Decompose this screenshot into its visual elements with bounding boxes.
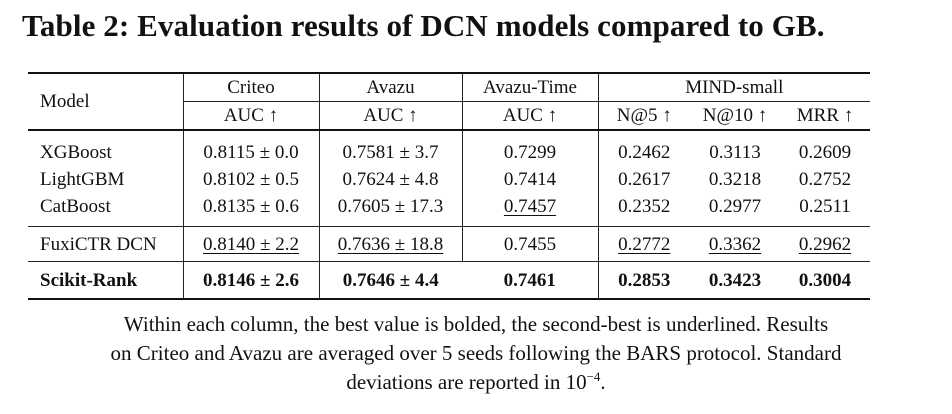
table-row: XGBoost 0.8115 ± 0.0 0.7581 ± 3.7 0.7299… xyxy=(28,130,870,166)
caption-line-1: Within each column, the best value is bo… xyxy=(123,312,829,336)
cell-n10: 0.3362 xyxy=(690,227,780,262)
cell-n5: 0.2462 xyxy=(597,130,690,166)
header-group-mind-small: MIND-small xyxy=(597,73,871,102)
caption-line-3-end: . xyxy=(600,370,606,394)
header-group-criteo: Criteo xyxy=(182,73,319,102)
row-model: XGBoost xyxy=(40,142,112,163)
caption-line-3-text: deviations are reported in 10 xyxy=(346,370,587,394)
cell-mrr: 0.2511 xyxy=(799,196,851,217)
cell-avazu: 0.7636 ± 18.8 xyxy=(318,226,462,262)
second-best-value: 0.8140 ± 2.2 xyxy=(203,233,299,255)
header-model: Model xyxy=(40,91,90,112)
cell-criteo: 0.8135 ± 0.6 xyxy=(182,193,319,227)
table-caption: Within each column, the best value is bo… xyxy=(0,310,952,397)
cell-avazu-time: 0.7414 xyxy=(461,166,598,193)
cell-mrr: 0.2752 xyxy=(798,169,852,190)
cell-criteo: 0.8102 ± 0.5 xyxy=(182,166,319,193)
table-row: LightGBM 0.8102 ± 0.5 0.7624 ± 4.8 0.741… xyxy=(28,166,870,193)
header-metric-criteo-auc: AUC ↑ xyxy=(182,101,319,130)
cell-avazu: 0.7605 ± 17.3 xyxy=(318,193,462,227)
second-best-value: 0.2772 xyxy=(618,233,671,255)
cell-criteo: 0.8115 ± 0.0 xyxy=(182,130,319,166)
header-metric-n10: N@10 ↑ xyxy=(690,101,780,130)
cell-avazu: 0.7646 ± 4.4 xyxy=(318,261,462,299)
cell-mrr: 0.3004 xyxy=(798,269,852,291)
cell-n5: 0.2617 xyxy=(597,166,690,193)
table-header-row-groups: Model Criteo Avazu Avazu-Time MIND-small xyxy=(28,73,871,112)
cell-mrr: 0.2962 xyxy=(780,227,870,262)
row-model: LightGBM xyxy=(40,169,125,190)
cell-n5: 0.2772 xyxy=(597,226,690,262)
caption-line-2: on Criteo and Avazu are averaged over 5 … xyxy=(110,341,842,365)
caption-exponent: −4 xyxy=(586,369,601,384)
cell-n10: 0.3113 xyxy=(709,142,761,163)
header-group-avazu-time: Avazu-Time xyxy=(461,73,598,102)
results-table-container: Model Criteo Avazu Avazu-Time MIND-small… xyxy=(28,72,871,300)
cell-mrr: 0.2609 xyxy=(798,142,852,163)
table-row: Scikit-Rank 0.8146 ± 2.6 0.7646 ± 4.4 0.… xyxy=(28,261,871,299)
table-row: CatBoost 0.8135 ± 0.6 0.7605 ± 17.3 0.74… xyxy=(28,193,870,227)
cell-n5: 0.2853 xyxy=(597,261,690,299)
cell-n10: 0.3423 xyxy=(708,269,762,291)
cell-n5: 0.2352 xyxy=(597,193,690,227)
cell-n10: 0.3218 xyxy=(708,169,762,190)
cell-avazu-time: 0.7461 xyxy=(503,269,556,291)
cell-avazu-time: 0.7457 xyxy=(461,193,598,227)
cell-avazu: 0.7581 ± 3.7 xyxy=(318,130,462,166)
cell-n10: 0.2977 xyxy=(708,196,762,217)
header-metric-avazu-auc: AUC ↑ xyxy=(318,101,462,130)
results-table: Model Criteo Avazu Avazu-Time MIND-small… xyxy=(28,72,871,300)
table-row: FuxiCTR DCN 0.8140 ± 2.2 0.7636 ± 18.8 0… xyxy=(28,226,871,262)
table-title: Table 2: Evaluation results of DCN model… xyxy=(22,8,825,43)
second-best-value: 0.3362 xyxy=(708,233,762,255)
table-header-row-metrics: AUC ↑ AUC ↑ AUC ↑ N@5 ↑ N@10 ↑ MRR ↑ xyxy=(28,101,871,130)
caption-line-3: deviations are reported in 10−4. xyxy=(0,368,952,397)
header-metric-avazu-time-auc: AUC ↑ xyxy=(461,101,598,130)
row-model: FuxiCTR DCN xyxy=(40,233,157,255)
header-metric-mrr: MRR ↑ xyxy=(780,101,871,130)
row-model: CatBoost xyxy=(40,196,111,217)
row-model: Scikit-Rank xyxy=(40,269,138,291)
second-best-value: 0.2962 xyxy=(798,233,852,255)
cell-avazu-time: 0.7299 xyxy=(461,130,598,166)
cell-avazu: 0.7624 ± 4.8 xyxy=(318,166,462,193)
second-best-value: 0.7457 xyxy=(503,196,557,217)
header-group-avazu: Avazu xyxy=(318,73,462,102)
second-best-value: 0.7636 ± 18.8 xyxy=(337,233,444,255)
header-metric-n5: N@5 ↑ xyxy=(597,101,690,130)
cell-criteo: 0.8140 ± 2.2 xyxy=(182,226,319,262)
cell-criteo: 0.8146 ± 2.6 xyxy=(182,261,319,299)
cell-avazu-time: 0.7455 xyxy=(461,226,598,262)
